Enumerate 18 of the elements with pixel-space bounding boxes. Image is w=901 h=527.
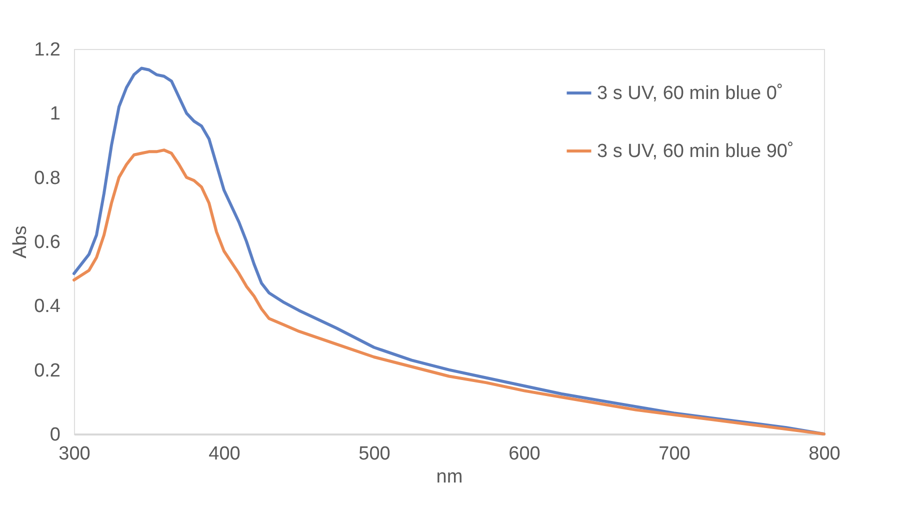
x-tick-label: 800 [808, 444, 840, 464]
y-tick-label: 0.2 [34, 360, 60, 382]
x-axis-title: nm [436, 466, 463, 488]
y-tick-label: 1.2 [34, 40, 60, 60]
y-tick-label: 0 [50, 424, 60, 446]
y-tick-label: 0.8 [34, 168, 60, 189]
x-tick-label: 300 [58, 444, 90, 464]
x-tick-label: 400 [208, 444, 240, 464]
x-tick-label: 500 [358, 444, 390, 464]
line-series [72, 66, 826, 436]
y-tick-label: 1 [50, 104, 60, 125]
x-tick-label: 700 [658, 444, 690, 464]
y-axis-title: Abs [10, 226, 32, 258]
legend-label: 3 s UV, 60 min blue 0˚ [597, 83, 784, 104]
y-tick-label: 0.4 [34, 296, 61, 318]
x-tick-label: 600 [508, 444, 540, 464]
legend-label: 3 s UV, 60 min blue 90˚ [597, 141, 794, 162]
y-tick-label: 0.6 [34, 232, 60, 253]
